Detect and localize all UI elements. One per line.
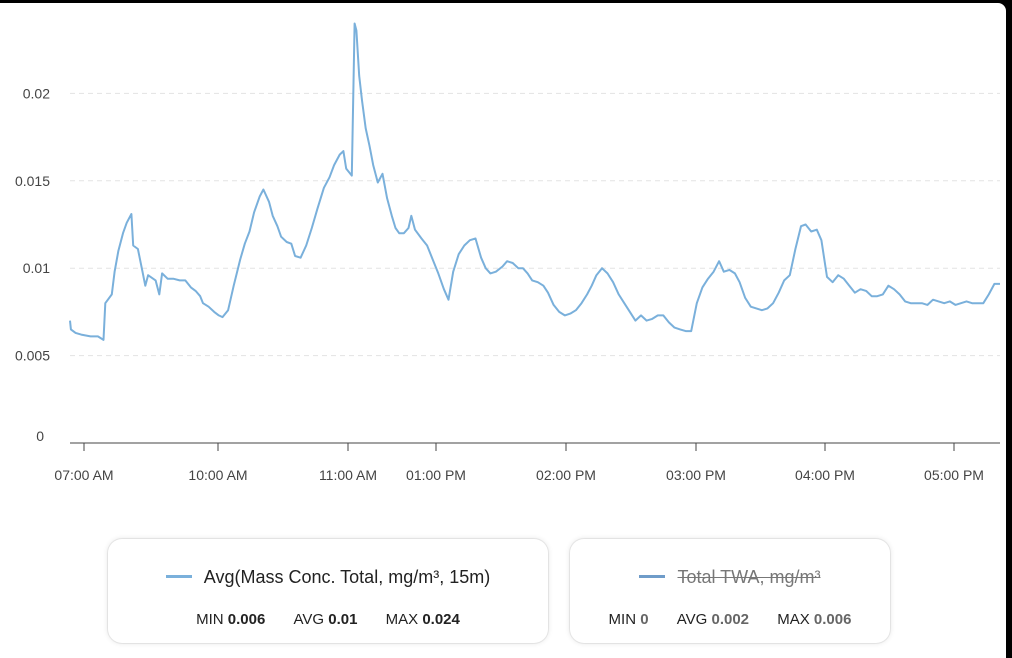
y-tick-label: 0.015 <box>15 173 50 189</box>
x-tick-label: 02:00 PM <box>536 467 596 483</box>
stat-max: MAX 0.024 <box>385 611 460 628</box>
legend-card-total-twa[interactable]: Total TWA, mg/m³ MIN 0 AVG 0.002 MAX 0.0… <box>570 539 890 643</box>
legend-card-avg-mass-conc[interactable]: Avg(Mass Conc. Total, mg/m³, 15m) MIN 0.… <box>108 539 548 643</box>
stat-avg: AVG 0.01 <box>293 611 358 628</box>
x-tick-label: 07:00 AM <box>54 467 113 483</box>
series-swatch-avg <box>165 574 192 578</box>
series-line[interactable] <box>69 22 1000 341</box>
legend-series-label: Avg(Mass Conc. Total, mg/m³, 15m) <box>203 567 491 587</box>
x-tick-label: 01:00 PM <box>406 467 466 483</box>
stat-min: MIN 0.006 <box>196 611 266 628</box>
x-tick-label: 10:00 AM <box>188 467 247 483</box>
chart-panel: 0 0.005 0.01 0.015 0.02 07:00 AM 10:00 AM 11:00… <box>0 3 1006 658</box>
stat-avg: AVG 0.002 <box>676 611 750 628</box>
y-tick-label: 0.02 <box>23 85 50 101</box>
y-tick-label: 0.01 <box>23 260 50 276</box>
y-tick-label: 0 <box>36 428 44 444</box>
x-tick-label: 04:00 PM <box>795 467 855 483</box>
legend-series-label: Total TWA, mg/m³ <box>677 567 821 587</box>
series-swatch-twa <box>639 574 666 578</box>
y-tick-label: 0.005 <box>15 348 50 364</box>
x-tick-label: 11:00 AM <box>319 467 377 483</box>
stat-max: MAX 0.006 <box>777 611 852 628</box>
stat-min: MIN 0 <box>608 611 649 628</box>
x-tick-label: 03:00 PM <box>666 467 726 483</box>
x-tick-label: 05:00 PM <box>924 467 984 483</box>
line-chart[interactable]: 0 0.005 0.01 0.015 0.02 07:00 AM 10:00 AM 11:00… <box>0 3 1006 533</box>
